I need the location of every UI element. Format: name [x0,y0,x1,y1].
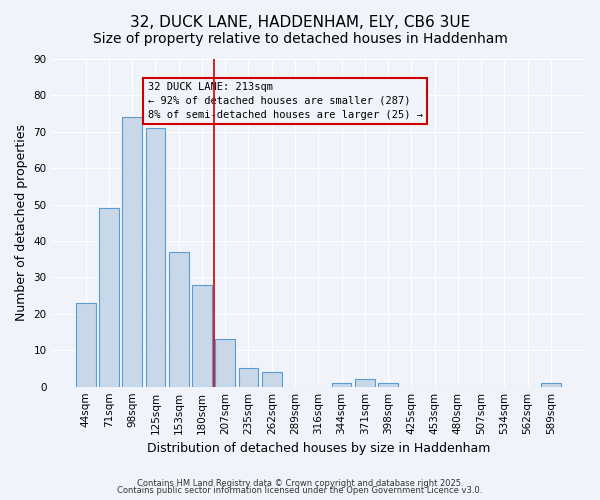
Bar [541,383,561,386]
Bar [169,252,188,386]
Bar [215,340,235,386]
Y-axis label: Number of detached properties: Number of detached properties [15,124,28,322]
Bar [146,128,166,386]
Text: Contains public sector information licensed under the Open Government Licence v3: Contains public sector information licen… [118,486,482,495]
Bar [192,284,212,386]
Text: 32 DUCK LANE: 213sqm
← 92% of detached houses are smaller (287)
8% of semi-detac: 32 DUCK LANE: 213sqm ← 92% of detached h… [148,82,422,120]
Bar [239,368,259,386]
Bar [355,380,374,386]
Bar [262,372,281,386]
Bar [378,383,398,386]
Bar [76,303,95,386]
Text: Contains HM Land Registry data © Crown copyright and database right 2025.: Contains HM Land Registry data © Crown c… [137,478,463,488]
Bar [332,383,352,386]
Text: Size of property relative to detached houses in Haddenham: Size of property relative to detached ho… [92,32,508,46]
Bar [99,208,119,386]
X-axis label: Distribution of detached houses by size in Haddenham: Distribution of detached houses by size … [146,442,490,455]
Text: 32, DUCK LANE, HADDENHAM, ELY, CB6 3UE: 32, DUCK LANE, HADDENHAM, ELY, CB6 3UE [130,15,470,30]
Bar [122,118,142,386]
